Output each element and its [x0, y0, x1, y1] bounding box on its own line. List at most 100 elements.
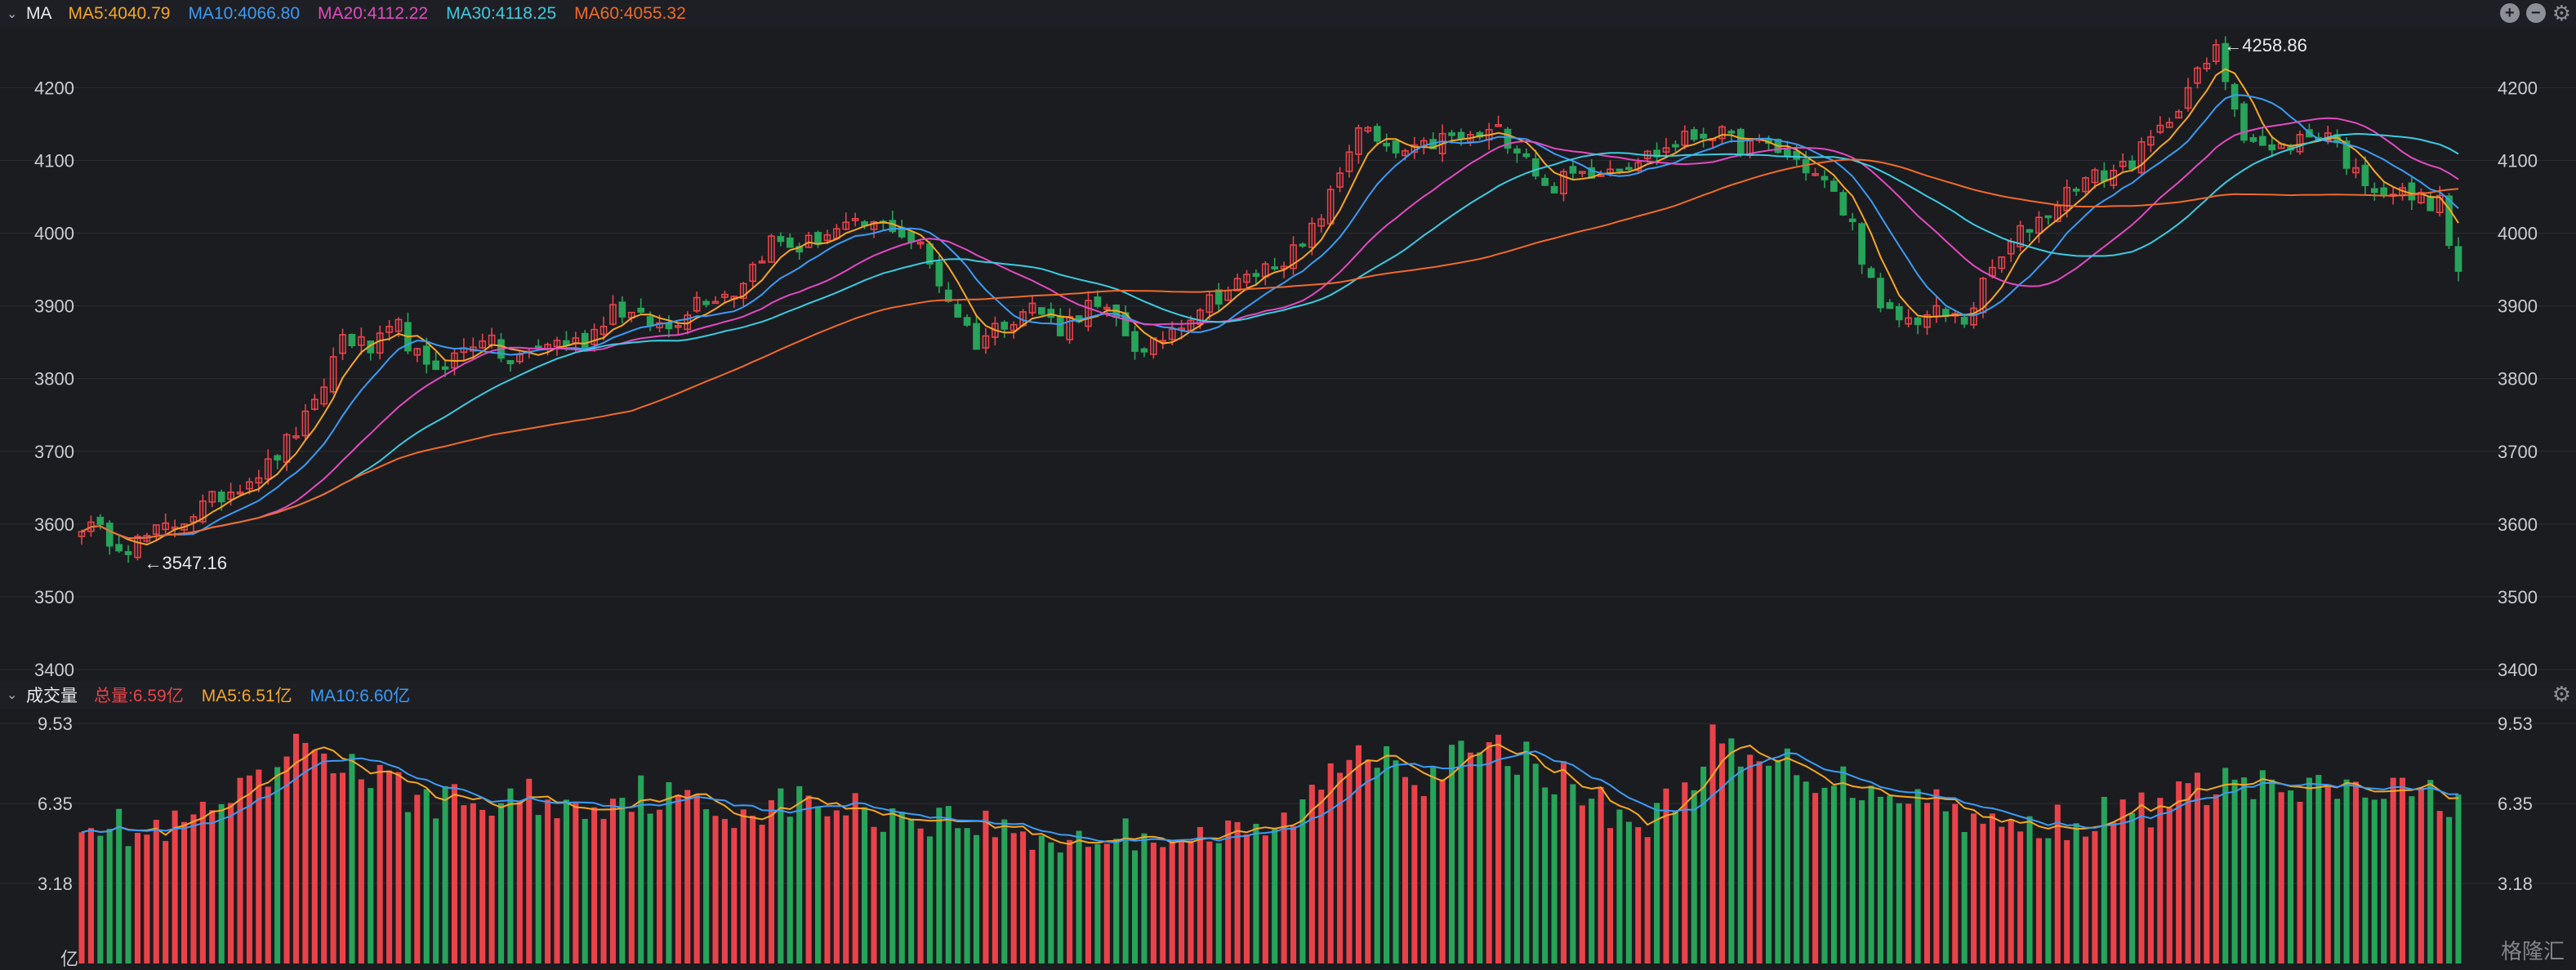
collapse-caret-icon[interactable]: ⌄ [7, 7, 18, 21]
candle-body [2268, 144, 2276, 151]
volume-bar [1980, 823, 1986, 963]
volume-bar [814, 806, 822, 963]
volume-bar [1532, 763, 1539, 963]
candle-body [1531, 158, 1540, 177]
volume-bar [2259, 770, 2266, 963]
volume-bar [787, 816, 793, 963]
volume-bar [889, 808, 896, 963]
volume-bar [2073, 823, 2079, 963]
volume-bar [2147, 827, 2154, 963]
candle [2082, 176, 2089, 196]
candle-body [1448, 132, 1455, 136]
volume-bar [1654, 803, 1660, 963]
volume-collapse-caret-icon[interactable]: ⌄ [7, 688, 18, 702]
candle [1550, 182, 1558, 194]
candle [963, 314, 971, 327]
zoom-out-icon[interactable]: − [2525, 3, 2546, 23]
candle [1485, 122, 1493, 150]
volume-bar [2213, 794, 2219, 963]
volume-bar [1160, 847, 1166, 963]
candle [2026, 229, 2034, 242]
candle [2035, 211, 2043, 243]
candle [2370, 182, 2378, 201]
candle-body [2436, 194, 2444, 214]
volume-bar [1635, 827, 1642, 963]
candle [1942, 307, 1950, 323]
candle-body [1998, 256, 2006, 269]
volume-bar [2352, 781, 2360, 963]
volume-bar [1402, 776, 1409, 963]
candle [1914, 316, 1922, 335]
y-tick-label-right: 3600 [2498, 514, 2538, 535]
volume-bar [2129, 813, 2136, 963]
volume-bar [843, 815, 849, 963]
volume-settings-gear-icon[interactable]: ⚙ [2551, 682, 2571, 706]
volume-bar [1290, 825, 1297, 963]
candle-body [96, 516, 105, 525]
volume-bar [824, 816, 831, 963]
candle-body [1867, 268, 1875, 278]
candles [78, 36, 2462, 563]
volume-bar [1756, 761, 1763, 963]
candle-body [115, 544, 123, 552]
volume-bar [1411, 785, 1418, 963]
candle [1271, 257, 1279, 271]
settings-gear-icon[interactable]: ⚙ [2551, 1, 2571, 25]
candle [460, 338, 468, 362]
candle [982, 327, 990, 354]
candle-body [358, 336, 365, 346]
candle [2352, 158, 2360, 179]
candle [2418, 188, 2425, 205]
ma30-line [81, 132, 2459, 540]
volume-panel-tools: ⚙ [2551, 682, 2571, 706]
candle [1569, 160, 1577, 180]
candle [2101, 162, 2108, 188]
volume-bar [1029, 849, 1036, 963]
candle [711, 296, 720, 305]
volume-bar [1877, 796, 1884, 963]
volume-bar [2418, 787, 2424, 963]
volume-bar [423, 789, 430, 963]
candle [152, 524, 160, 542]
candle [907, 230, 915, 250]
volume-bar [778, 788, 784, 963]
candle [768, 234, 775, 263]
candle-body [1625, 167, 1633, 171]
volume-bar [1188, 840, 1194, 963]
candle-body [301, 410, 310, 437]
volume-bar [1272, 827, 1278, 963]
candle-body [292, 435, 300, 438]
volume-bar [563, 799, 569, 963]
candle [823, 229, 831, 244]
volume-bar [945, 806, 952, 963]
candle-body [1271, 266, 1279, 269]
volume-bar [1607, 828, 1614, 963]
candle-body [441, 366, 449, 370]
candle-body [665, 322, 673, 330]
candle-body [78, 531, 86, 537]
legend-volume-total: 总量:6.59亿 [94, 687, 184, 705]
candle-body [768, 235, 775, 263]
candle-body [105, 523, 114, 547]
zoom-in-icon[interactable]: + [2499, 3, 2520, 23]
candle-body [1495, 123, 1502, 127]
candle-body [2418, 192, 2425, 204]
candle-body [1877, 278, 1884, 309]
candle-body [1700, 133, 1707, 139]
volume-bar [545, 799, 551, 963]
y-tick-label-left: 3700 [34, 442, 74, 462]
volume-bar [199, 801, 206, 963]
candle [609, 295, 617, 326]
volume-bar [638, 775, 644, 963]
candle [115, 535, 123, 554]
candle-body [2240, 103, 2248, 141]
candle-body [637, 307, 645, 314]
candle-body [2044, 215, 2052, 219]
candle [796, 242, 804, 260]
volume-bar [1933, 789, 1940, 963]
candle-body [134, 536, 141, 558]
candle-body [2063, 186, 2071, 211]
volume-bar [2436, 811, 2443, 963]
candle [310, 394, 319, 412]
candle-body [1364, 127, 1372, 132]
